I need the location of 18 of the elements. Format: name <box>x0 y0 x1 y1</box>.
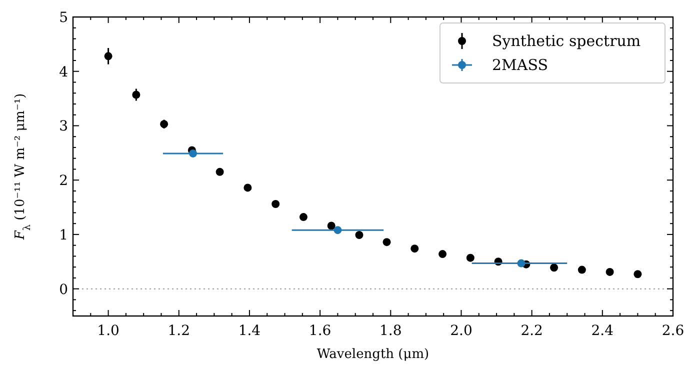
y-tick-label: 4 <box>59 64 68 80</box>
y-tick-label: 1 <box>59 227 68 244</box>
legend-label: 2MASS <box>492 56 548 74</box>
x-tick-label: 1.6 <box>308 323 332 339</box>
x-tick-label: 1.8 <box>380 323 402 339</box>
y-tick-label: 0 <box>59 282 68 298</box>
y-tick-label: 2 <box>59 173 68 190</box>
x-tick-label: 2.4 <box>591 323 614 339</box>
x-tick-label: 2.0 <box>450 323 472 339</box>
x-tick-label: 2.6 <box>662 323 684 339</box>
y-tick-label: 3 <box>59 118 68 135</box>
legend-label: Synthetic spectrum <box>492 32 641 50</box>
x-tick-label: 1.2 <box>168 323 190 339</box>
x-axis-title: Wavelength (μm) <box>316 347 430 362</box>
x-tick-label: 1.4 <box>238 323 261 339</box>
y-tick-label: 5 <box>59 10 68 26</box>
x-tick-label: 2.2 <box>520 323 543 339</box>
x-tick-label: 1.0 <box>97 323 120 339</box>
